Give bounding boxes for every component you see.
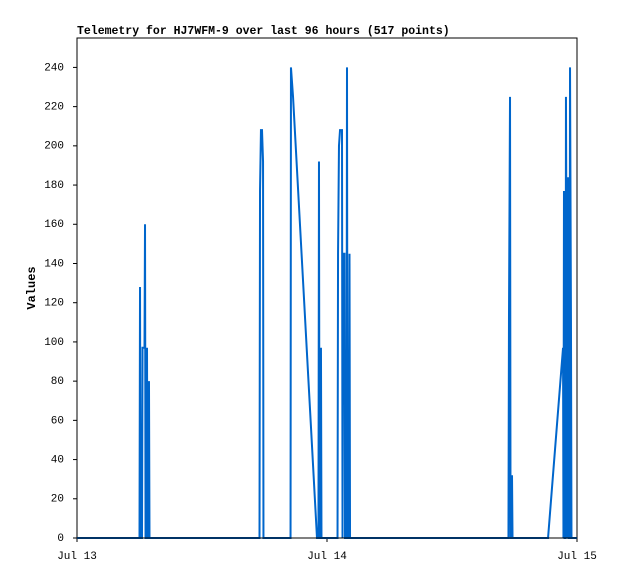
y-tick-label: 240: [44, 62, 64, 74]
y-tick-label: 220: [44, 102, 64, 114]
y-tick-label: 140: [44, 258, 64, 270]
y-tick-label: 60: [51, 415, 64, 427]
y-tick-label: 40: [51, 454, 64, 466]
data-line: [77, 67, 577, 539]
y-axis-label: Values: [25, 266, 39, 309]
plot-frame: [76, 37, 578, 539]
x-tick-label: Jul 15: [557, 551, 597, 563]
y-tick-label: 80: [51, 376, 64, 388]
x-tick-label: Jul 14: [307, 551, 347, 563]
x-tick-label: Jul 13: [57, 551, 97, 563]
y-tick-label: 20: [51, 494, 64, 506]
y-tick-label: 180: [44, 180, 64, 192]
y-tick-label: 0: [57, 533, 64, 545]
y-tick-label: 100: [44, 337, 64, 349]
y-tick-label: 200: [44, 141, 64, 153]
chart-title: Telemetry for HJ7WFM-9 over last 96 hour…: [77, 25, 450, 38]
y-tick-label: 160: [44, 219, 64, 231]
y-tick-label: 120: [44, 298, 64, 310]
